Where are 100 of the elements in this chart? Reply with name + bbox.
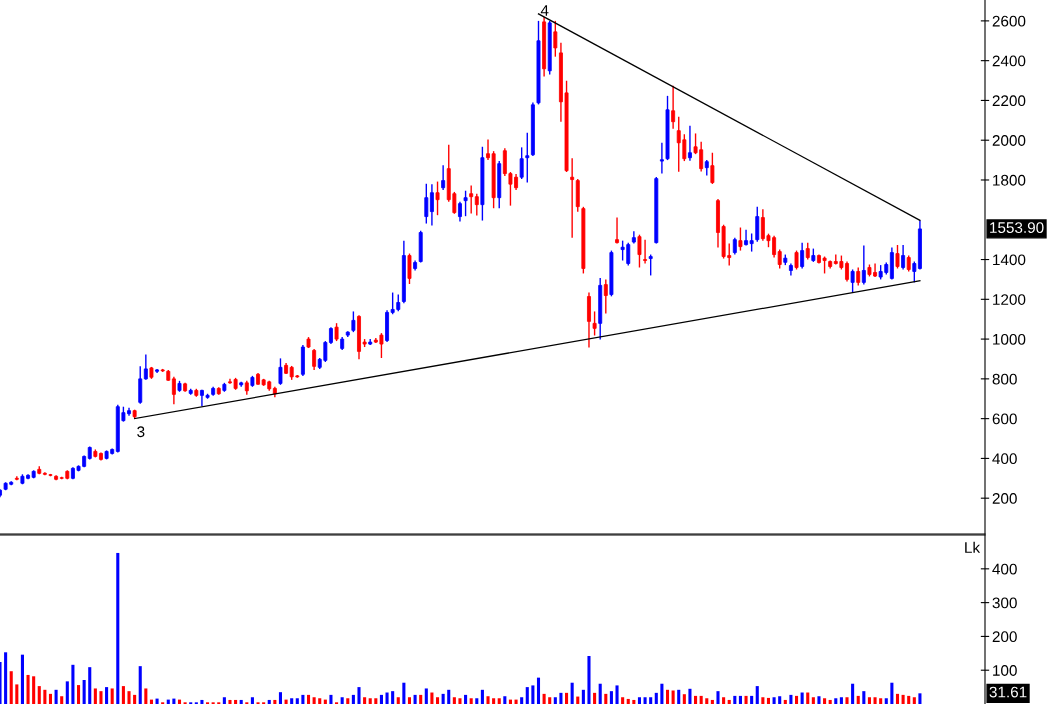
- bar: [856, 695, 860, 704]
- bar: [430, 692, 434, 704]
- bar: [733, 695, 737, 704]
- bar: [469, 698, 473, 704]
- bar: [542, 693, 546, 704]
- bar: [722, 697, 726, 704]
- bar: [789, 694, 793, 704]
- bar: [637, 697, 642, 704]
- candlestick: [895, 244, 900, 270]
- bar: [811, 697, 815, 704]
- bar: [267, 699, 271, 704]
- bar: [570, 682, 574, 704]
- candlestick: [850, 268, 855, 294]
- candlestick: [710, 152, 715, 185]
- bar: [60, 696, 64, 704]
- candlestick: [592, 310, 597, 337]
- bar: [419, 694, 423, 704]
- y-tick-label: 600: [992, 413, 1017, 425]
- bar: [234, 699, 238, 704]
- y-tick-label: 400: [992, 563, 1017, 575]
- candlestick: [278, 357, 283, 386]
- bar: [82, 680, 86, 704]
- bar: [766, 697, 771, 704]
- bar: [918, 693, 922, 704]
- bar: [26, 674, 30, 704]
- bar: [576, 696, 580, 704]
- bar: [121, 686, 125, 704]
- bar: [710, 699, 714, 704]
- bar: [632, 699, 636, 704]
- bar: [374, 698, 378, 704]
- bar: [346, 698, 350, 704]
- candlestick: [351, 310, 356, 333]
- bar: [435, 697, 440, 704]
- bar: [800, 692, 804, 704]
- bar: [4, 652, 8, 704]
- bar: [806, 692, 810, 704]
- bar: [447, 689, 451, 704]
- bar: [88, 667, 92, 704]
- bar: [413, 694, 417, 704]
- bar: [677, 689, 681, 704]
- bar: [138, 666, 142, 704]
- candlestick: [609, 249, 614, 298]
- bar: [20, 654, 24, 704]
- bar: [312, 697, 316, 704]
- bar: [794, 695, 799, 704]
- candlestick: [637, 233, 642, 269]
- y-tick-label: 1400: [993, 254, 1026, 266]
- bar: [581, 689, 585, 704]
- bar: [503, 696, 507, 704]
- bar: [901, 694, 905, 704]
- bar: [559, 692, 563, 704]
- bar: [239, 699, 243, 704]
- bar: [744, 695, 748, 704]
- bar: [817, 696, 821, 704]
- bar: [71, 664, 75, 704]
- candlestick: [553, 20, 558, 58]
- bar: [76, 685, 81, 704]
- y-axis-title: Lk: [965, 541, 981, 553]
- y-tick-label: 200: [992, 631, 1017, 643]
- bar: [593, 692, 597, 704]
- bar: [200, 699, 204, 704]
- candlestick: [738, 226, 743, 252]
- bar: [0, 662, 2, 704]
- bar: [116, 552, 120, 704]
- bar: [9, 671, 13, 704]
- bar: [127, 691, 131, 704]
- y-tick-label: 1200: [993, 294, 1026, 305]
- bar: [565, 692, 569, 704]
- bar: [665, 689, 670, 704]
- bar: [37, 686, 41, 704]
- text: 31.61: [989, 686, 1027, 698]
- bar: [43, 689, 47, 704]
- bar: [306, 694, 311, 704]
- bar: [357, 687, 361, 704]
- bar: [609, 691, 613, 704]
- bar: [851, 683, 855, 704]
- bar: [682, 694, 686, 704]
- y-tick-label: 2000: [992, 135, 1026, 146]
- bar: [458, 698, 462, 704]
- bar: [329, 694, 333, 704]
- bar: [862, 691, 866, 704]
- bar: [671, 690, 675, 704]
- bar: [391, 691, 395, 704]
- bar: [492, 698, 496, 704]
- bar: [867, 697, 871, 704]
- candlestick: [794, 249, 799, 271]
- bar: [621, 697, 625, 704]
- bar: [615, 685, 619, 704]
- candlestick: [525, 131, 530, 184]
- candlestick: [435, 180, 440, 216]
- bar: [823, 698, 827, 704]
- bar: [716, 691, 720, 704]
- bar: [105, 687, 109, 704]
- candlestick: [536, 20, 541, 106]
- candlestick: [581, 206, 586, 275]
- annotation: 4: [540, 5, 549, 16]
- bar: [222, 697, 226, 704]
- bar: [133, 694, 137, 704]
- bar: [643, 697, 647, 704]
- bar: [250, 697, 254, 704]
